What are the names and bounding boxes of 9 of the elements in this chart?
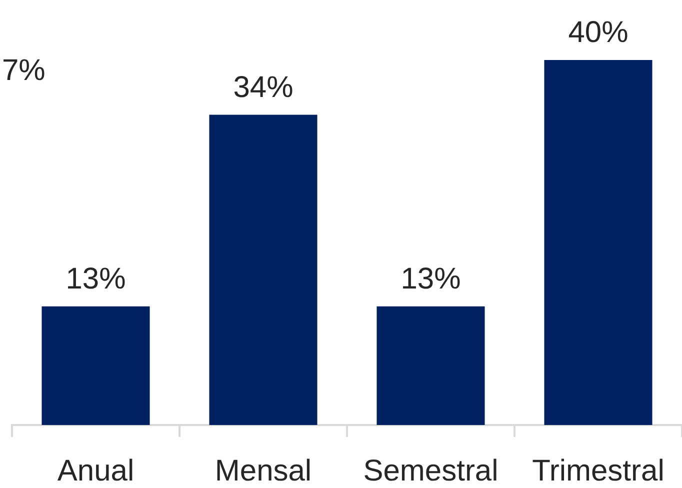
x-tick-label: Mensal bbox=[214, 454, 312, 488]
x-tick-label: Anual bbox=[57, 454, 134, 488]
data-label: 13% bbox=[400, 262, 461, 296]
annotation: 7% bbox=[2, 54, 46, 87]
x-tick-label: Semestral bbox=[363, 454, 498, 488]
data-label: 40% bbox=[568, 16, 628, 49]
x-tick-label: Trimestral bbox=[532, 454, 664, 488]
data-label: 13% bbox=[66, 262, 126, 296]
data-label: 34% bbox=[233, 70, 294, 104]
